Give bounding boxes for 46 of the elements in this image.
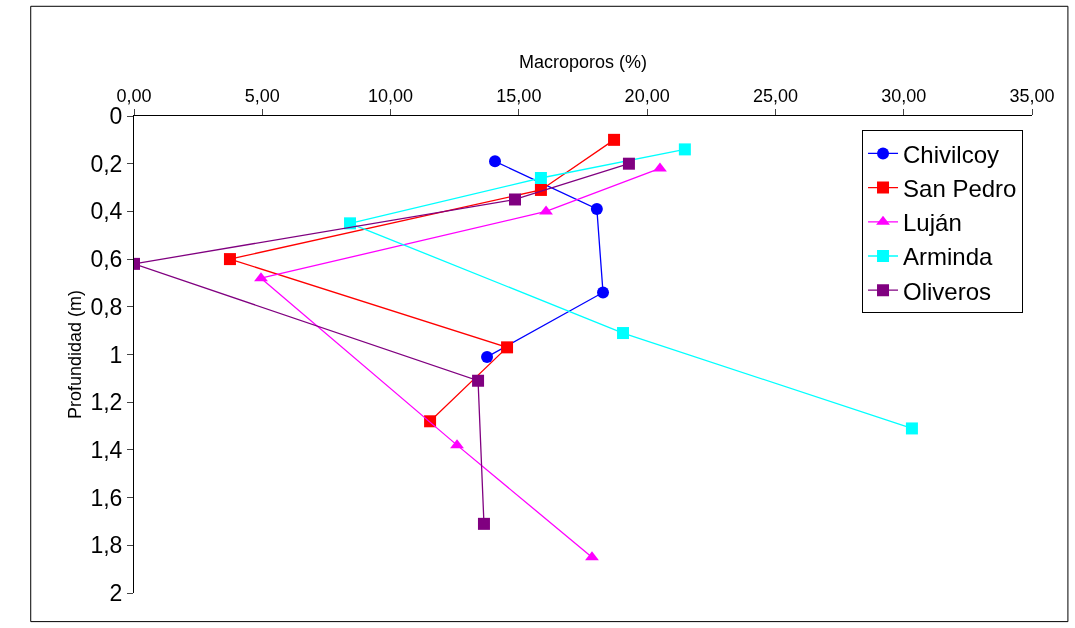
point (905, 422, 918, 435)
point (539, 205, 553, 215)
point (509, 193, 522, 206)
y-tick-label: 1,2 (90, 389, 123, 416)
y-tick-label: 0,8 (90, 293, 123, 320)
y-tick-label: 1,6 (90, 484, 123, 511)
point (481, 350, 494, 363)
point (477, 517, 490, 530)
y-tick-label: 1,8 (90, 532, 123, 559)
y-tick-label: 0 (109, 103, 123, 130)
y-tick-label: 0,4 (90, 198, 123, 225)
legend-label: San Pedro (903, 174, 1017, 202)
legend-label: Chivilcoy (903, 140, 1000, 168)
point (501, 341, 514, 354)
legend-label: Luján (903, 209, 962, 237)
y-tick-label: 2 (109, 580, 123, 607)
x-tick-label: 25,00 (752, 85, 798, 106)
y-tick-label: 0,2 (90, 150, 123, 177)
point (590, 203, 603, 216)
x-axis-title: Macroporos (%) (518, 52, 648, 72)
point (223, 253, 236, 266)
x-tick-label: 15,00 (496, 85, 542, 106)
y-tick-label: 1,4 (90, 436, 123, 463)
point (585, 551, 599, 561)
point (653, 162, 667, 172)
point (534, 172, 547, 185)
point (617, 327, 630, 340)
legend-label: Oliveros (903, 277, 992, 305)
point (608, 133, 621, 146)
point (597, 286, 610, 299)
y-tick-label: 1 (109, 341, 123, 368)
point (254, 272, 268, 282)
x-tick-label: 0,00 (116, 85, 152, 106)
y-axis-title: Profundidad (m) (64, 289, 85, 420)
point (450, 439, 464, 449)
x-tick-label: 5,00 (244, 85, 280, 106)
point (489, 155, 501, 168)
point (678, 143, 691, 156)
x-tick-label: 10,00 (368, 85, 414, 106)
y-tick-label: 0,6 (90, 246, 123, 273)
x-tick-label: 20,00 (624, 85, 670, 106)
point (622, 157, 635, 170)
x-tick-label: 35,00 (1009, 85, 1055, 106)
legend-label: Arminda (903, 243, 994, 271)
point (472, 374, 485, 387)
x-tick-label: 30,00 (881, 85, 927, 106)
